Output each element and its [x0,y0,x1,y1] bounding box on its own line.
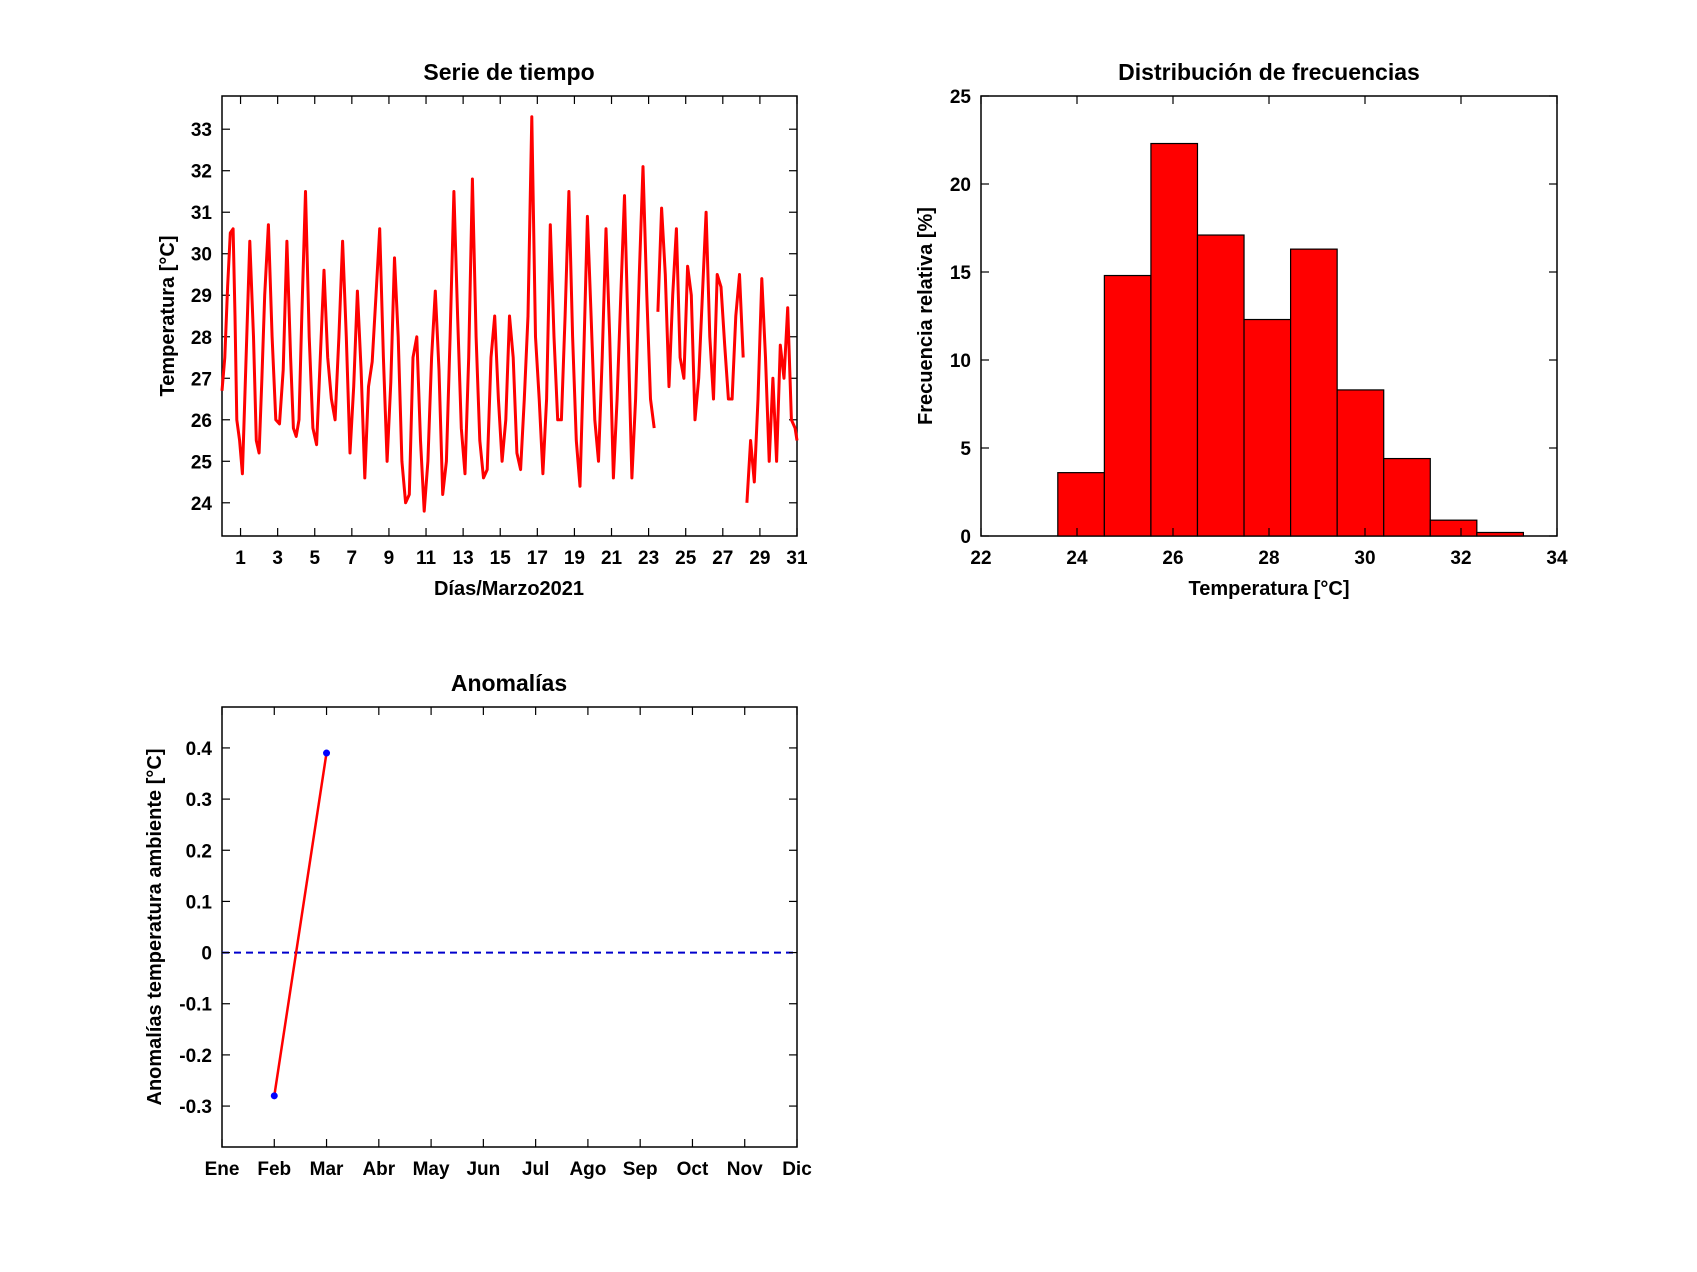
anomalies-ytick-label: 0.1 [186,892,213,913]
histogram-bar [1150,142,1199,537]
anomalies-xtick-label: Nov [727,1159,763,1180]
anomalies-xtick-label: Jul [522,1159,549,1180]
time-series-xtick-label: 29 [749,548,770,569]
histogram-bar [1429,519,1478,537]
histogram-ytick-label: 25 [950,87,972,108]
histogram-bar [1243,318,1292,537]
anomalies-xtick-label: Mar [310,1159,344,1180]
time-series-ytick-label: 33 [191,120,212,141]
histogram-ytick-label: 20 [950,175,971,196]
time-series-xtick-label: 17 [527,548,548,569]
time-series-xtick-label: 3 [272,548,283,569]
anomalies-plot-area [221,706,798,1148]
time-series-xtick-label: 25 [675,548,697,569]
anomalies-xtick-label: Ago [569,1159,606,1180]
time-series-ytick-label: 32 [191,162,212,183]
histogram-bar [1383,457,1431,537]
anomaly-series-line [273,752,328,1096]
histogram-xtick-label: 22 [970,548,991,569]
time-series-y-axis: 24 25 26 27 28 29 30 31 32 33 [191,120,797,515]
histogram-xlabel: Temperatura [°C] [1189,578,1350,600]
time-series-xtick-label: 31 [786,548,808,569]
histogram-ytick-label: 5 [960,439,971,460]
anomalies-xtick-label: Abr [362,1159,395,1180]
time-series-ylabel: Temperatura [°C] [157,236,179,397]
anomalies-title: Anomalías [451,670,567,696]
time-series-ytick-label: 31 [191,203,213,224]
anomalies-xtick-label: Oct [677,1159,709,1180]
histogram-xtick-label: 30 [1354,548,1375,569]
anomaly-point [270,1092,278,1100]
histogram-title: Distribución de frecuencias [1118,59,1420,85]
anomalies-xtick-label: Feb [257,1159,291,1180]
time-series-panel: Serie de tiempo Días/Marzo2021 Temperatu… [157,59,808,600]
anomalies-ylabel: Anomalías temperatura ambiente [°C] [144,749,166,1106]
histogram-xtick-label: 34 [1546,548,1568,569]
anomalies-ytick-label: 0.3 [186,790,212,811]
time-series-ytick-label: 29 [191,286,212,307]
anomalies-ytick-label: 0 [201,944,212,965]
histogram-bars [1057,142,1524,537]
time-series-ytick-label: 25 [191,452,213,473]
anomalies-ytick-label: -0.1 [179,995,212,1016]
time-series-xtick-label: 23 [638,548,659,569]
histogram-bar [1057,472,1105,537]
anomalies-panel: Anomalías Anomalías temperatura ambiente… [144,670,812,1180]
anomalies-ytick-label: -0.3 [179,1097,212,1118]
histogram-y-axis: 0 5 10 15 20 25 [950,87,1557,548]
anomalies-y-axis: -0.3 -0.2 -0.1 0 0.1 0.2 0.3 0.4 [179,739,797,1118]
histogram-ytick-label: 15 [950,263,972,284]
anomalies-series [270,749,331,1100]
time-series-ytick-label: 26 [191,411,212,432]
time-series-xtick-label: 5 [309,548,320,569]
anomalies-xtick-label: Jun [466,1159,500,1180]
histogram-x-axis: 22 24 26 28 30 32 34 [970,96,1568,569]
anomalies-xtick-label: May [413,1159,450,1180]
time-series-xtick-label: 11 [416,548,437,569]
anomalies-x-axis: Ene Feb Mar Abr May Jun Jul Ago Sep Oct Nov Dic [205,707,812,1180]
anomaly-point [323,749,331,757]
time-series-xlabel: Días/Marzo2021 [434,578,584,600]
anomalies-ytick-label: 0.2 [186,841,212,862]
time-series-xtick-label: 21 [601,548,623,569]
time-series-xtick-label: 13 [453,548,474,569]
time-series-xtick-label: 7 [347,548,358,569]
histogram-xtick-label: 28 [1258,548,1279,569]
histogram-bar [1336,389,1385,537]
temperature-series-line [220,115,656,513]
anomalies-ytick-label: -0.2 [179,1046,212,1067]
temperature-series-line [656,206,745,422]
histogram-ylabel: Frecuencia relativa [%] [915,207,937,425]
temperature-series-line [745,277,799,503]
histogram-ytick-label: 0 [960,527,971,548]
time-series-ytick-label: 24 [191,494,213,515]
histogram-xtick-label: 24 [1066,548,1088,569]
histogram-xtick-label: 32 [1450,548,1471,569]
anomalies-xtick-label: Sep [623,1159,658,1180]
histogram-bar [1103,274,1152,537]
time-series-xtick-label: 19 [564,548,585,569]
time-series-lines [220,115,799,513]
time-series-x-axis: 1 3 5 7 9 11 13 15 17 19 21 23 25 27 29 31 [235,96,808,569]
histogram-ytick-label: 10 [950,351,971,372]
histogram-bar [1476,531,1524,537]
histogram-xtick-label: 26 [1162,548,1183,569]
time-series-xtick-label: 15 [490,548,512,569]
time-series-xtick-label: 1 [235,548,246,569]
anomalies-xtick-label: Dic [782,1159,812,1180]
anomalies-ytick-label: 0.4 [186,739,213,760]
histogram-bar [1289,248,1338,537]
time-series-xtick-label: 27 [712,548,733,569]
time-series-ytick-label: 28 [191,328,212,349]
histogram-bar [1196,234,1245,537]
anomalies-xtick-label: Ene [205,1159,240,1180]
time-series-title: Serie de tiempo [423,59,594,85]
time-series-xtick-label: 9 [384,548,395,569]
time-series-ytick-label: 27 [191,369,212,390]
histogram-panel: Distribución de frecuencias Temperatura … [915,59,1568,600]
time-series-ytick-label: 30 [191,245,212,266]
